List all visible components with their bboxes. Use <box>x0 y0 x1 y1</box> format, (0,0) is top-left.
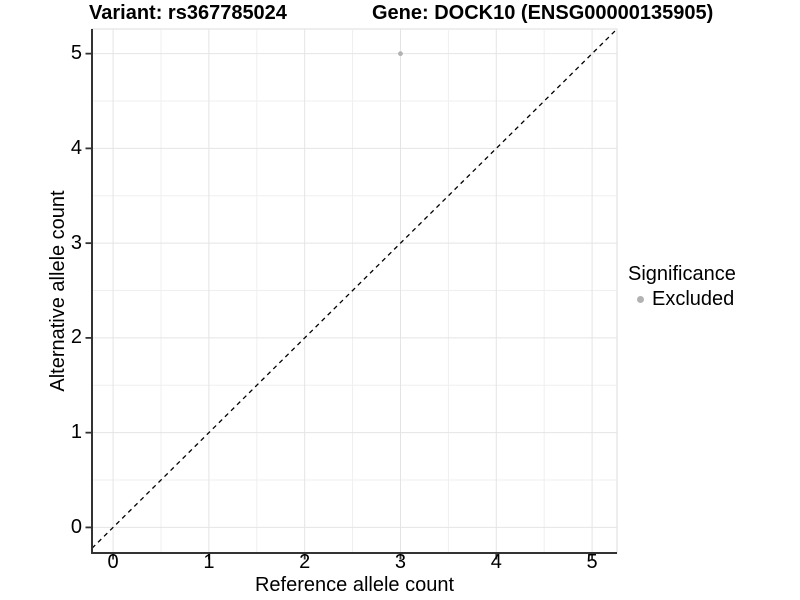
variant-title: Variant: rs367785024 <box>89 2 287 24</box>
y-tick-label: 5 <box>70 42 82 65</box>
x-tick-label: 3 <box>394 551 407 573</box>
legend-item-excluded: Excluded <box>628 288 736 311</box>
x-tick-label: 1 <box>203 551 215 573</box>
y-tick-label: 0 <box>70 515 82 538</box>
x-tick-label: 5 <box>586 551 598 573</box>
x-tick-label: 0 <box>107 551 119 573</box>
identity-reference-line <box>91 28 618 549</box>
x-tick-label: 4 <box>490 551 502 573</box>
legend-point-icon <box>637 296 644 303</box>
y-tick-label: 3 <box>70 231 82 254</box>
y-tick-label: 1 <box>70 421 82 444</box>
data-point-excluded <box>398 51 403 57</box>
y-tick-label: 4 <box>70 136 82 159</box>
legend-title: Significance <box>628 263 736 285</box>
x-axis-title: Reference allele count <box>254 574 454 596</box>
legend: Significance Excluded <box>628 263 736 311</box>
y-axis-title: Alternative allele count <box>47 190 69 392</box>
legend-item-label: Excluded <box>652 288 735 310</box>
x-tick-label: 2 <box>299 551 311 573</box>
gene-title: Gene: DOCK10 (ENSG00000135905) <box>372 2 714 24</box>
y-tick-label: 2 <box>70 326 82 349</box>
